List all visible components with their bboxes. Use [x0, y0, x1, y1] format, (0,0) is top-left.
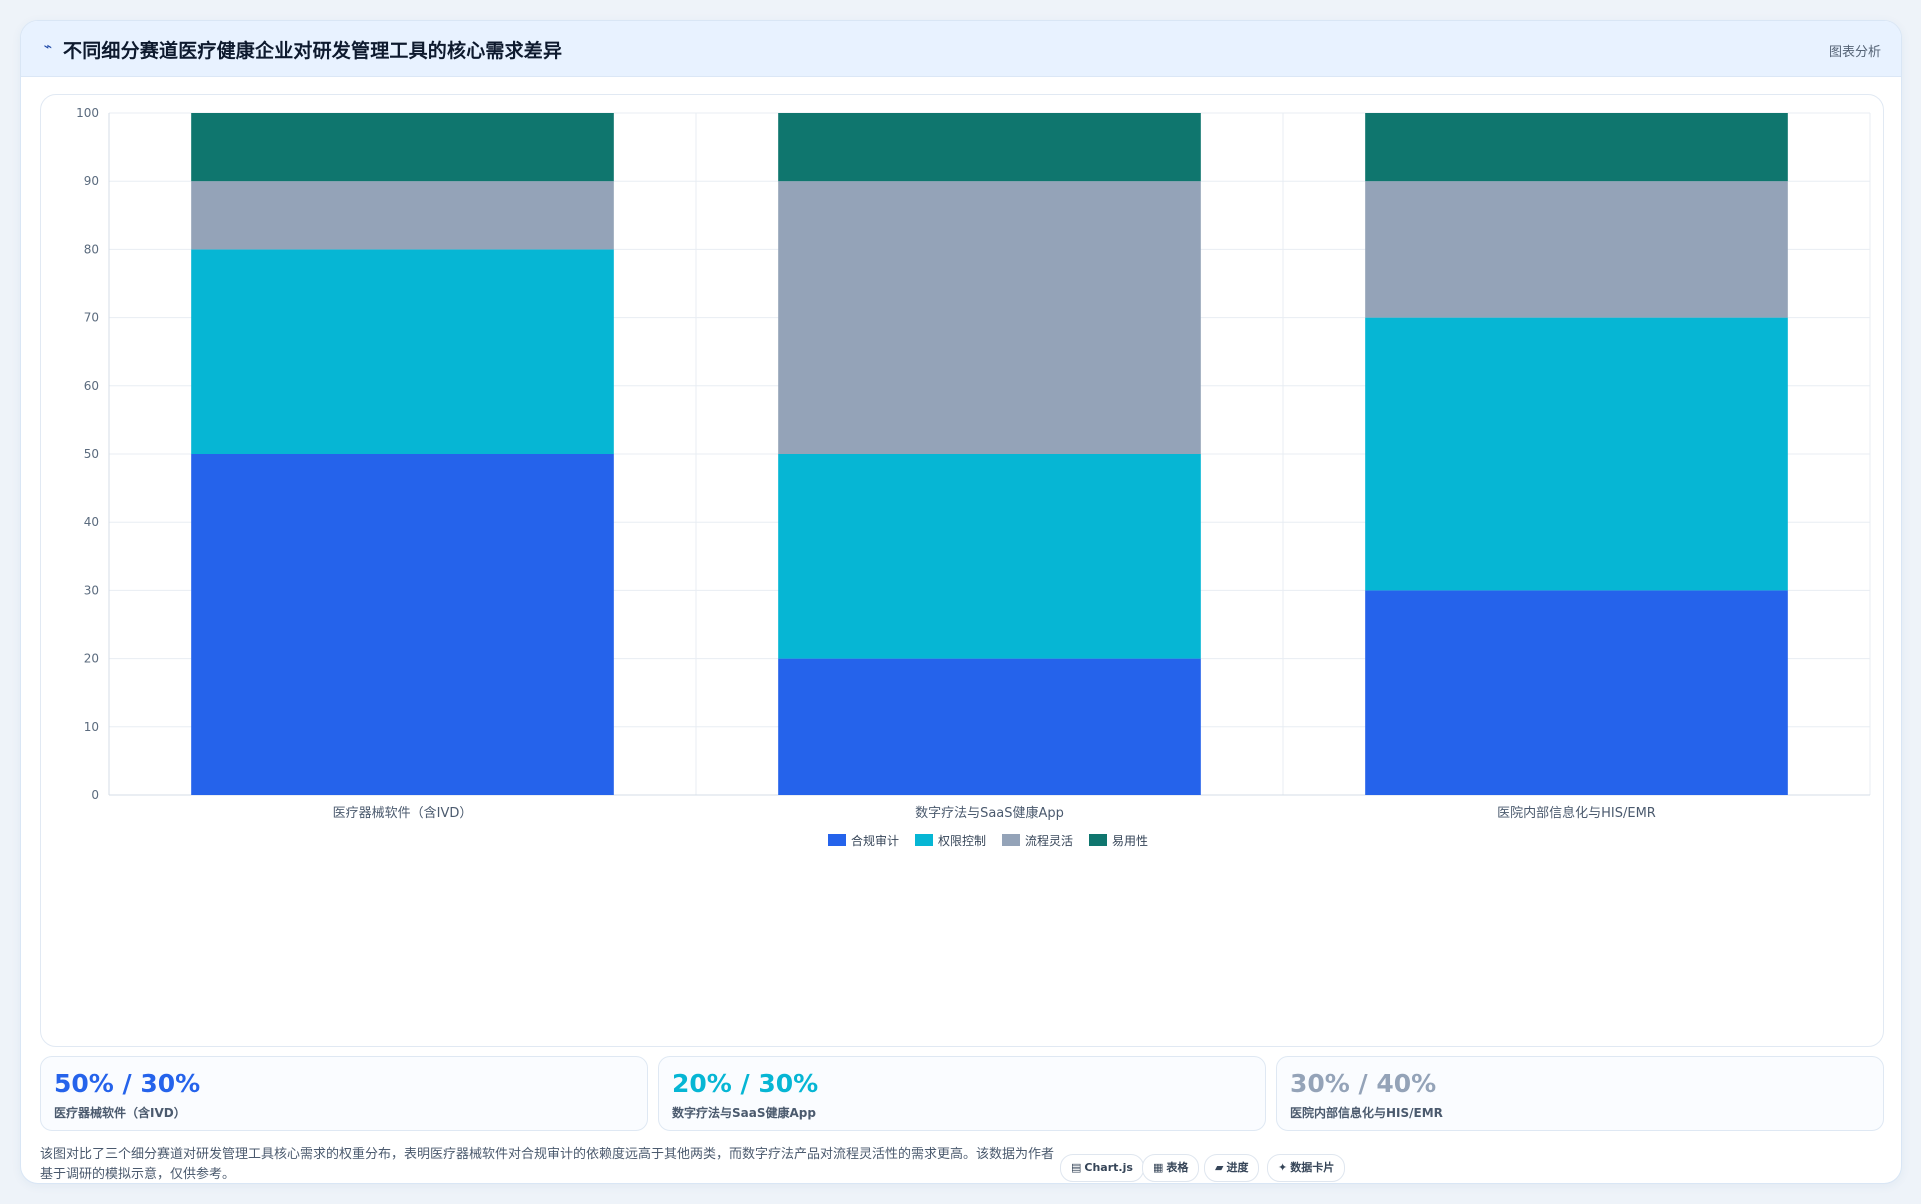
progress-icon: ▰ — [1215, 1161, 1224, 1174]
legend-swatch — [1089, 834, 1107, 846]
stat-label: 医院内部信息化与HIS/EMR — [1290, 1106, 1443, 1120]
bar-segment — [191, 113, 614, 182]
bar-segment — [191, 181, 614, 250]
bar-segment — [778, 454, 1201, 659]
bar-segment — [778, 658, 1201, 795]
bar-segment — [1365, 590, 1788, 795]
bar-segment — [191, 454, 614, 795]
legend-label: 权限控制 — [938, 834, 986, 848]
y-tick-label: 100 — [76, 106, 99, 120]
legend-swatch — [1002, 834, 1020, 846]
tag-table[interactable]: ▦ 表格 — [1142, 1154, 1200, 1182]
bar-segment — [1365, 113, 1788, 182]
chart-analysis-link[interactable]: 图表分析 — [1828, 45, 1881, 60]
y-tick-label: 0 — [91, 788, 99, 802]
y-tick-label: 40 — [84, 515, 99, 529]
y-tick-label: 70 — [84, 311, 99, 325]
legend-swatch — [828, 834, 846, 846]
stat-card-device: 50% / 30% 医疗器械软件（含IVD） — [40, 1056, 648, 1131]
x-tick-label: 医院内部信息化与HIS/EMR — [1497, 805, 1656, 821]
stat-card-hospital-it: 30% / 40% 医院内部信息化与HIS/EMR — [1276, 1056, 1884, 1131]
bar-segment — [1365, 181, 1788, 318]
tag-data-card[interactable]: ✦ 数据卡片 — [1267, 1154, 1346, 1182]
chart-line-icon: ⌁ — [43, 39, 53, 55]
table-icon: ▦ — [1153, 1161, 1164, 1174]
y-tick-label: 20 — [84, 652, 99, 666]
stat-value: 50% / 30% — [54, 1069, 201, 1098]
chart-icon: ▤ — [1071, 1161, 1082, 1174]
bar-segment — [1365, 317, 1788, 591]
chart-footnote: 该图对比了三个细分赛道对研发管理工具核心需求的权重分布，表明医疗器械软件对合规审… — [40, 1147, 1055, 1182]
stat-label: 数字疗法与SaaS健康App — [672, 1106, 816, 1120]
y-tick-label: 60 — [84, 379, 99, 393]
bar-segment — [191, 249, 614, 454]
stat-value: 30% / 40% — [1290, 1069, 1437, 1098]
tag-label: 数据卡片 — [1290, 1161, 1335, 1174]
tag-chartjs[interactable]: ▤ Chart.js — [1060, 1154, 1144, 1182]
tag-label: Chart.js — [1084, 1161, 1133, 1174]
stat-card-digital-therapy: 20% / 30% 数字疗法与SaaS健康App — [658, 1056, 1266, 1131]
legend-label: 易用性 — [1112, 834, 1148, 848]
legend-label: 合规审计 — [851, 833, 899, 848]
y-tick-label: 30 — [84, 583, 99, 597]
legend-swatch — [915, 834, 933, 846]
chart-title: 不同细分赛道医疗健康企业对研发管理工具的核心需求差异 — [63, 40, 563, 62]
y-tick-label: 50 — [84, 447, 99, 461]
chart-panel: 0 10 20 30 40 50 60 70 80 90 100 医疗器械软件（含IVD） 数字疗法与S… — [40, 94, 1884, 1047]
stat-label: 医疗器械软件（含IVD） — [54, 1106, 186, 1120]
y-tick-label: 10 — [84, 720, 99, 734]
chart-card: ⌁ 不同细分赛道医疗健康企业对研发管理工具的核心需求差异 图表分析 0 10 20 3… — [20, 20, 1902, 1184]
stat-value: 20% / 30% — [672, 1069, 819, 1098]
stacked-bar-chart: 0 10 20 30 40 50 60 70 80 90 100 医疗器械软件（含IVD） 数字疗法与S… — [76, 106, 1871, 848]
card-header: ⌁ 不同细分赛道医疗健康企业对研发管理工具的核心需求差异 图表分析 — [21, 21, 1901, 77]
tag-progress[interactable]: ▰ 进度 — [1204, 1154, 1260, 1182]
y-tick-label: 90 — [84, 174, 99, 188]
bar-segment — [778, 181, 1201, 454]
x-tick-label: 医疗器械软件（含IVD） — [333, 805, 473, 821]
sparkle-icon: ✦ — [1278, 1161, 1288, 1174]
y-tick-label: 80 — [84, 242, 99, 256]
tag-label: 表格 — [1166, 1161, 1189, 1174]
stat-cards: 50% / 30% 医疗器械软件（含IVD） 20% / 30% 数字疗法与Sa… — [40, 1056, 1884, 1131]
x-tick-label: 数字疗法与SaaS健康App — [915, 805, 1064, 821]
legend-label: 流程灵活 — [1025, 833, 1073, 848]
bar-segment — [778, 113, 1201, 182]
tag-label: 进度 — [1226, 1161, 1249, 1174]
